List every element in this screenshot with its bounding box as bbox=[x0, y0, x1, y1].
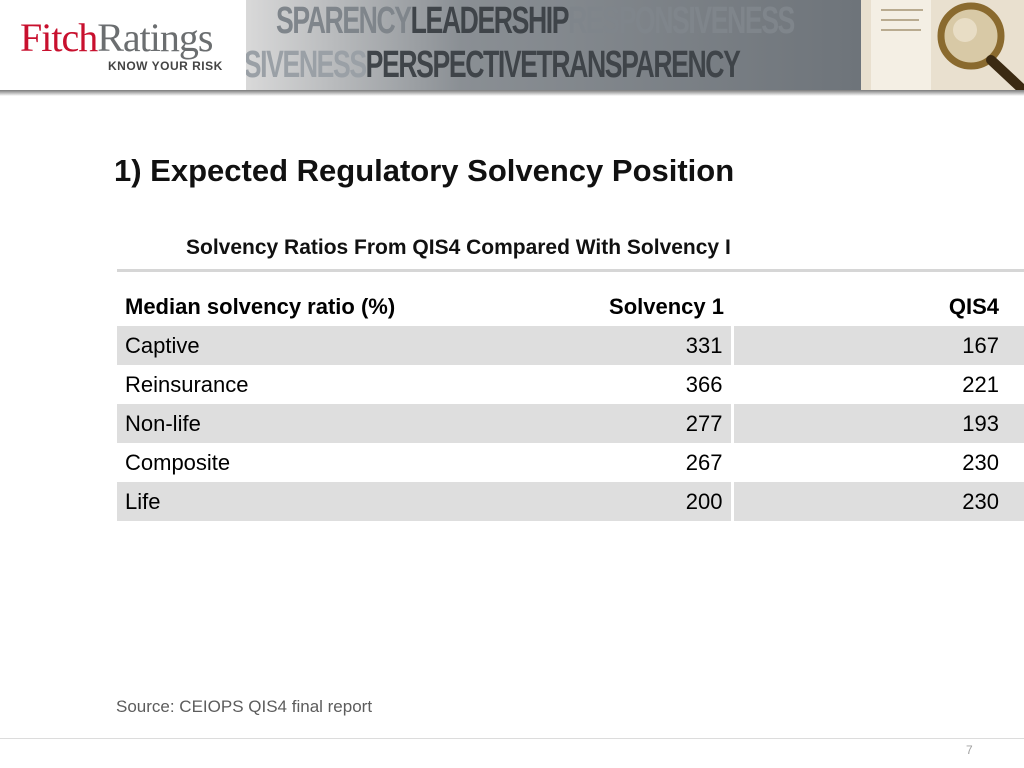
qis4-value: 230 bbox=[732, 482, 1024, 521]
table-row: Life 200 230 bbox=[117, 482, 1024, 521]
solvency1-value: 200 bbox=[547, 482, 734, 521]
solvency1-value: 366 bbox=[547, 365, 734, 404]
banner-line-2: NSIVENESSPERSPECTIVETRANSPARENCY bbox=[246, 44, 741, 86]
magnifying-glass-photo bbox=[861, 0, 1024, 92]
table-row: Non-life 277 193 bbox=[117, 404, 1024, 443]
table-row: Reinsurance 366 221 bbox=[117, 365, 1024, 404]
solvency1-value: 331 bbox=[547, 326, 734, 365]
logo-wordmark: FitchRatings bbox=[20, 15, 213, 60]
qis4-value: 167 bbox=[732, 326, 1024, 365]
banner-words-image: SPARENCYLEADERSHIPRESPONSIVENESS NSIVENE… bbox=[246, 0, 861, 92]
column-header-qis4: QIS4 bbox=[948, 293, 999, 319]
row-label: Non-life bbox=[117, 404, 547, 443]
table-title-divider bbox=[117, 269, 1024, 272]
qis4-value: 230 bbox=[962, 449, 999, 475]
banner-word: RESPONSIVENESS bbox=[568, 0, 795, 42]
solvency1-value: 277 bbox=[547, 404, 734, 443]
banner-word: NSIVENESS bbox=[246, 44, 367, 86]
table-row: Captive 331 167 bbox=[117, 326, 1024, 365]
table-header-row: Median solvency ratio (%) Solvency 1 QIS… bbox=[117, 287, 1024, 326]
solvency-ratio-table: Median solvency ratio (%) Solvency 1 QIS… bbox=[117, 287, 1024, 521]
footer-divider bbox=[0, 738, 1024, 739]
row-label: Captive bbox=[117, 326, 547, 365]
banner-word: TRANSPARENCY bbox=[536, 44, 741, 86]
slide-title: 1) Expected Regulatory Solvency Position bbox=[114, 153, 735, 188]
fitch-logo: FitchRatings KNOW YOUR RISK bbox=[0, 0, 246, 92]
page-number: 7 bbox=[966, 743, 973, 757]
source-note: Source: CEIOPS QIS4 final report bbox=[116, 697, 373, 716]
header-banner: FitchRatings KNOW YOUR RISK SPARENCYLEAD… bbox=[0, 0, 1024, 92]
row-label: Reinsurance bbox=[125, 371, 249, 397]
qis4-value: 193 bbox=[732, 404, 1024, 443]
table-title: Solvency Ratios From QIS4 Compared With … bbox=[186, 236, 731, 259]
magnifying-glass-icon bbox=[861, 0, 1024, 92]
column-header-ratio: Median solvency ratio (%) bbox=[125, 293, 396, 319]
header-divider bbox=[0, 90, 1024, 96]
logo-tagline: KNOW YOUR RISK bbox=[108, 59, 223, 73]
banner-word: PERSPECTIVE bbox=[365, 44, 538, 86]
row-label: Life bbox=[117, 482, 547, 521]
qis4-value: 221 bbox=[962, 371, 999, 397]
logo-fitch: Fitch bbox=[20, 15, 98, 60]
logo-ratings: Ratings bbox=[97, 15, 213, 60]
solvency1-value: 267 bbox=[547, 443, 734, 482]
banner-word: SPARENCY bbox=[276, 0, 412, 42]
banner-word: LEADERSHIP bbox=[410, 0, 570, 42]
column-header-solvency1: Solvency 1 bbox=[609, 293, 724, 319]
row-label: Composite bbox=[125, 449, 231, 475]
banner-line-1: SPARENCYLEADERSHIPRESPONSIVENESS bbox=[276, 0, 795, 42]
table-row: Composite 267 230 bbox=[117, 443, 1024, 482]
